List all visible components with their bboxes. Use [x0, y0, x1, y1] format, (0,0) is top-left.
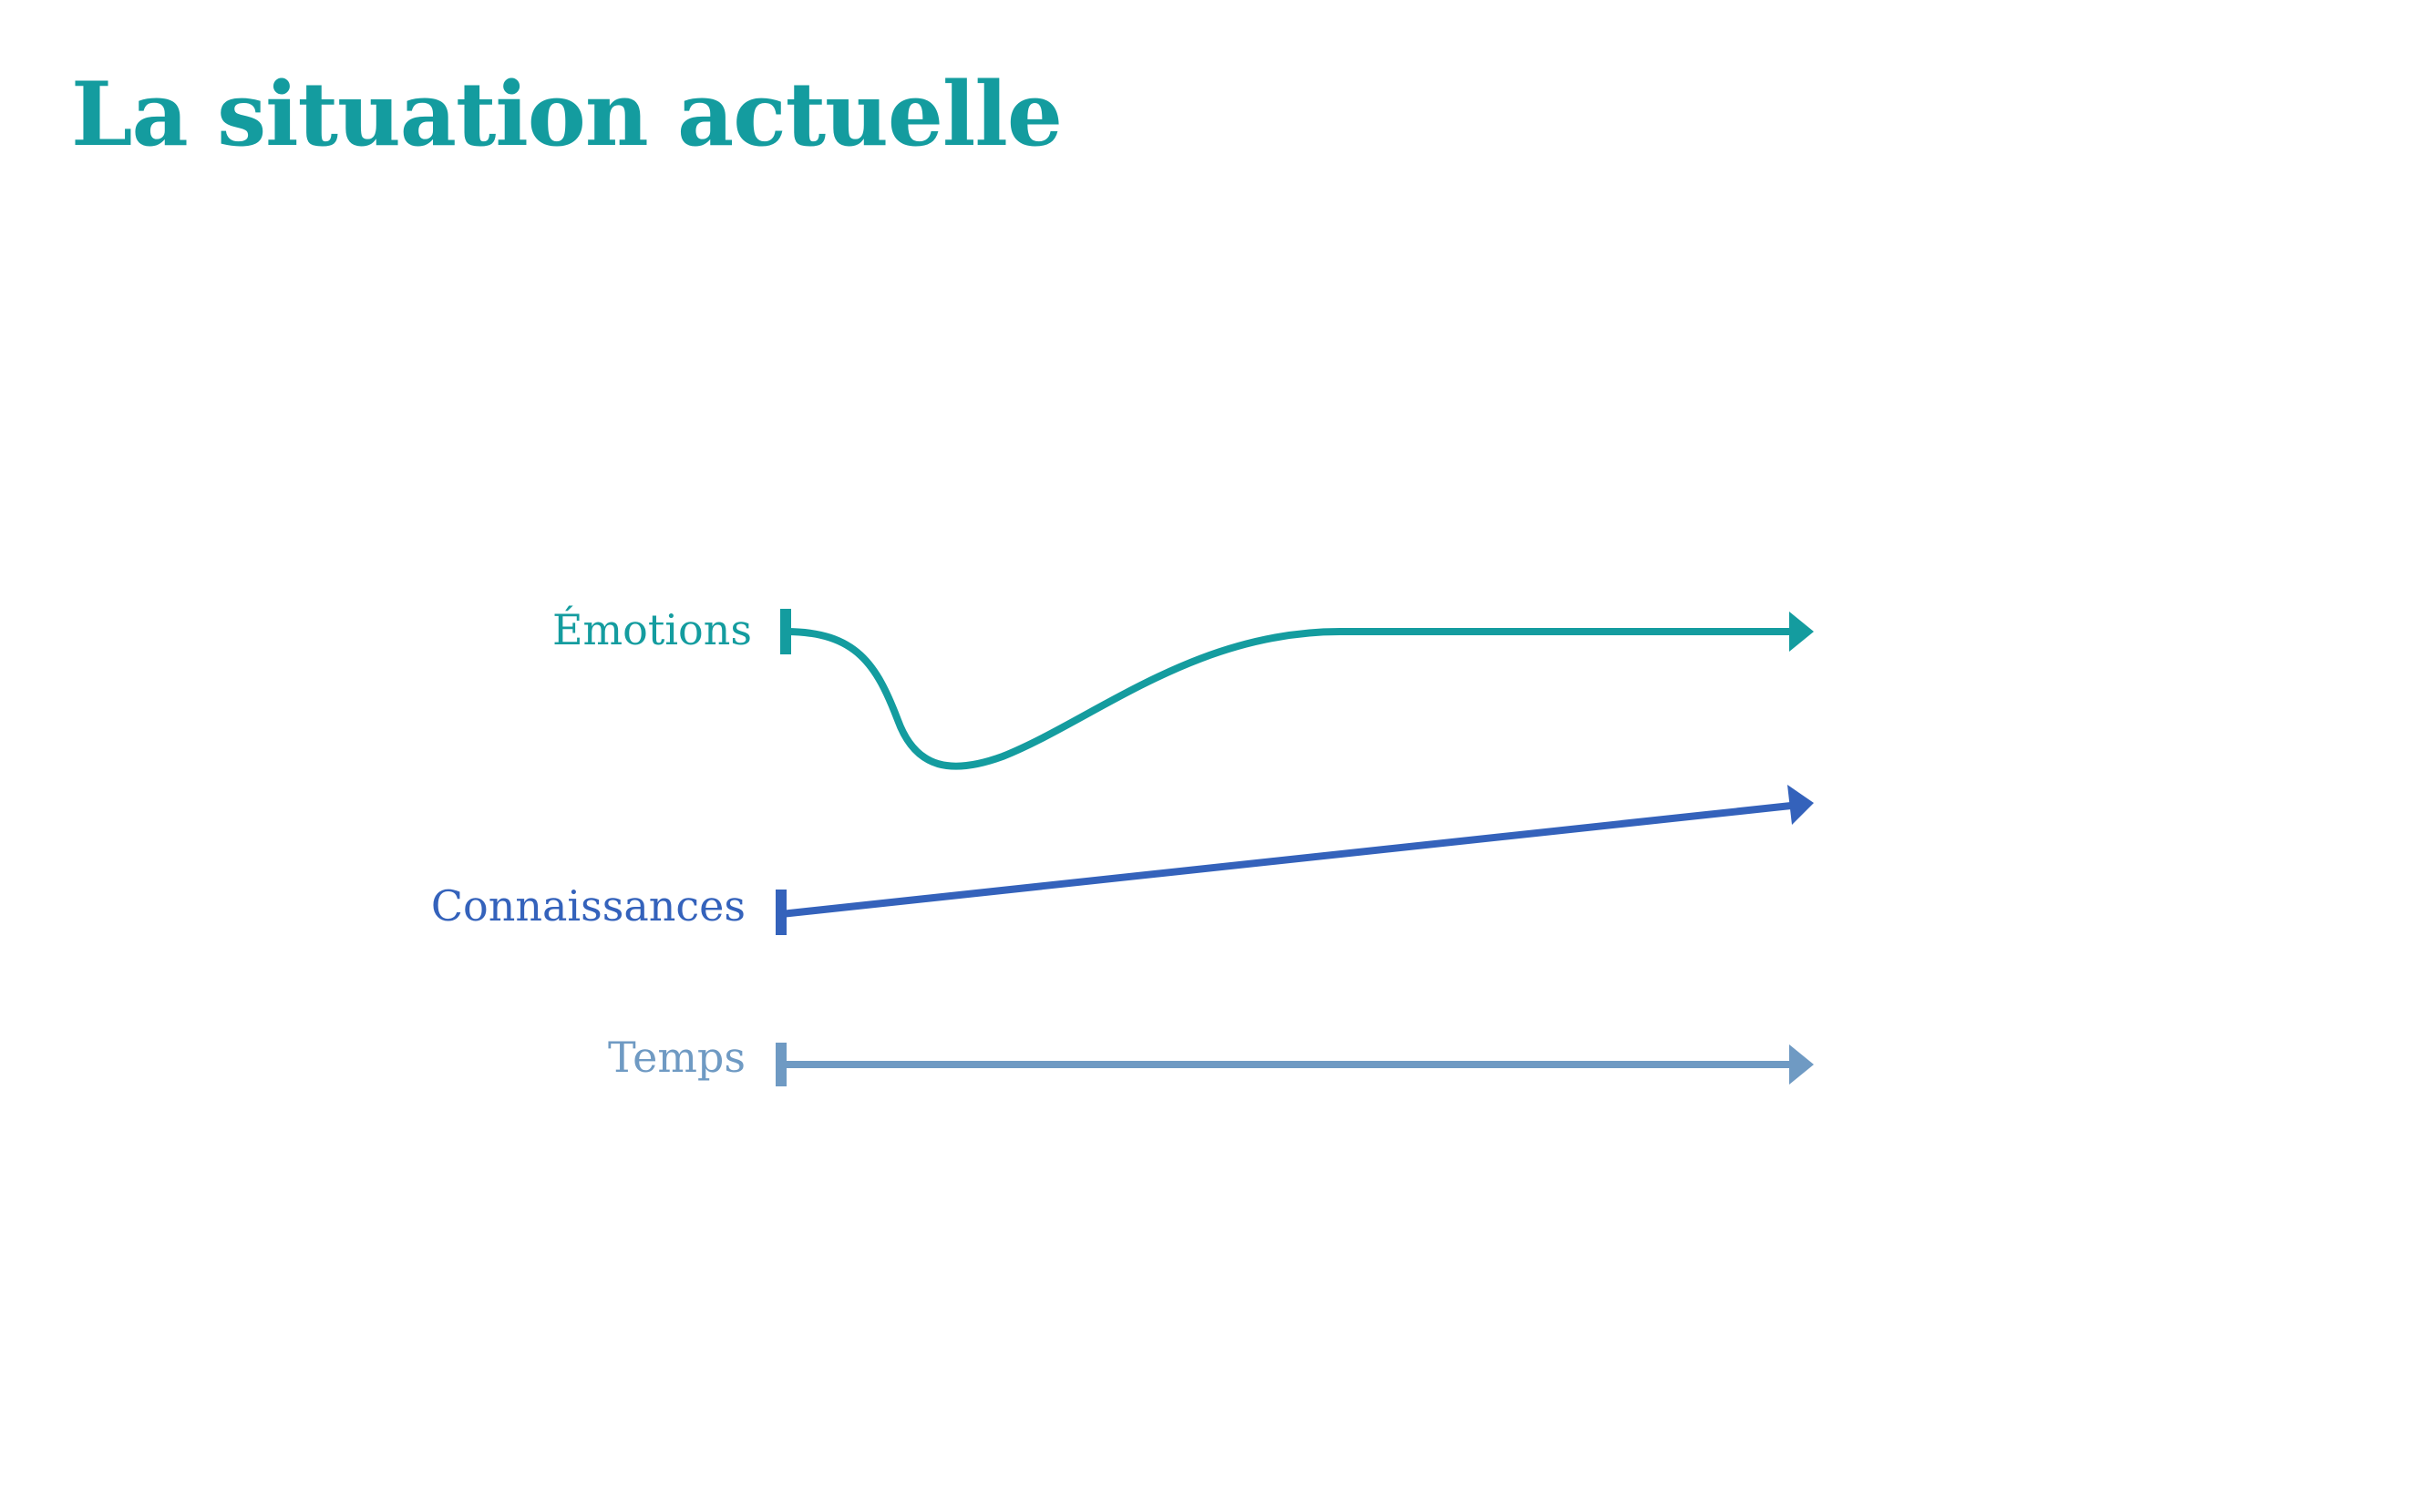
emotions-arrowhead — [1789, 612, 1814, 652]
emotions-curve — [782, 628, 1795, 770]
connaissances-arrowhead — [1787, 785, 1814, 825]
page-title: La situation actuelle — [71, 63, 1063, 166]
temps-arrowhead — [1789, 1044, 1814, 1085]
temps-label: Temps — [608, 1033, 746, 1082]
temps-row: Temps — [608, 1033, 1814, 1086]
connaissances-row: Connaissances — [431, 785, 1814, 935]
connaissances-label: Connaissances — [431, 881, 746, 931]
emotions-row: Émotions — [552, 604, 1814, 770]
emotions-label: Émotions — [552, 604, 752, 654]
connaissances-line — [777, 802, 1795, 918]
